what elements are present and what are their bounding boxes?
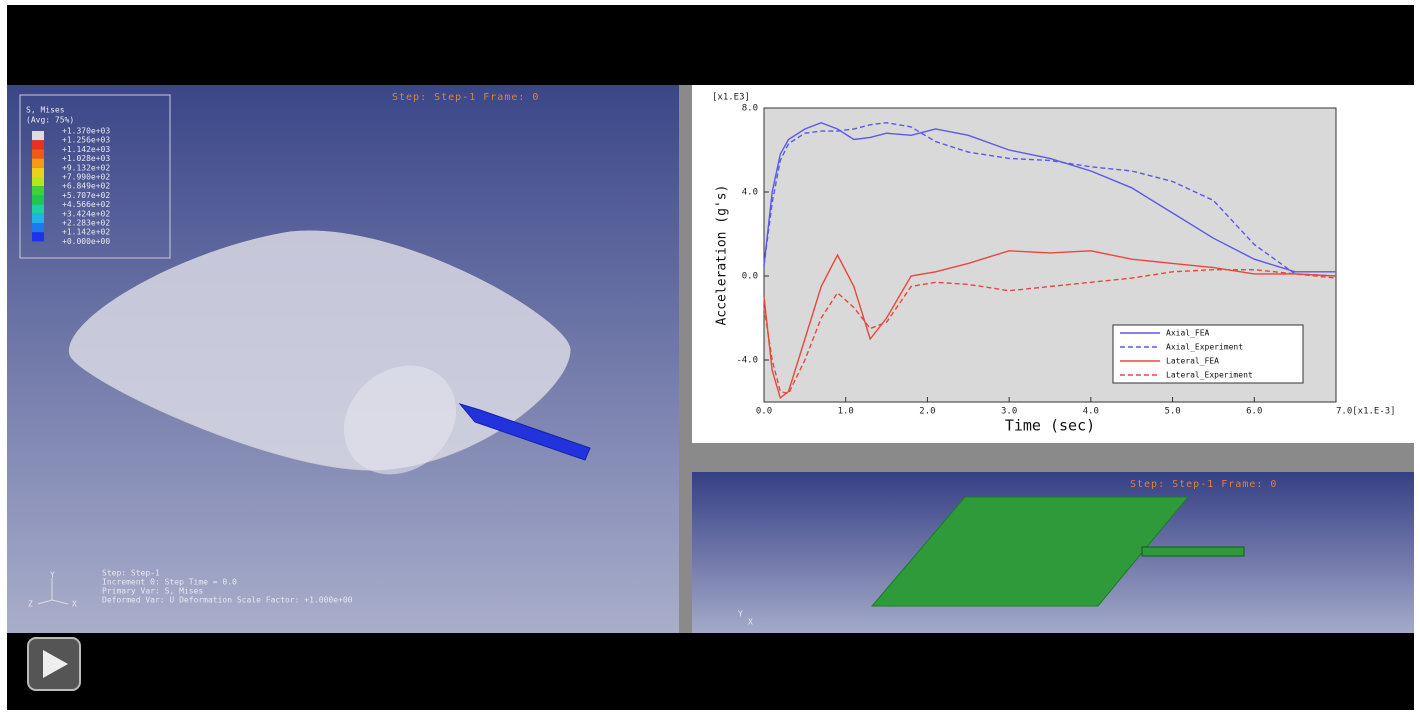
triad-label: Z [28, 600, 33, 609]
step-header: Step: Step-1 Frame: 0 [392, 92, 539, 103]
contour-band [32, 186, 44, 195]
contour-band [32, 131, 44, 140]
x-tick-label: 1.0 [838, 407, 854, 417]
step-header: Step: Step-1 Frame: 0 [1130, 479, 1277, 490]
contour-level: +3.424e+02 [62, 209, 110, 218]
y-axis-label: Acceleration (g's) [715, 185, 730, 326]
x-tick-label: 7.0[x1.E-3] [1336, 407, 1396, 417]
projectile [1142, 547, 1244, 556]
info-line: Deformed Var: U Deformation Scale Factor… [102, 596, 353, 605]
contour-level: +4.566e+02 [62, 200, 110, 209]
contour-band [32, 168, 44, 177]
x-tick-label: 6.0 [1246, 407, 1262, 417]
triad-label: Y [738, 610, 743, 619]
y-tick-label: 8.0 [742, 104, 758, 114]
x-axis-label: Time (sec) [1005, 417, 1095, 435]
contour-level: +1.142e+02 [62, 228, 110, 237]
contour-level: +0.000e+00 [62, 237, 110, 246]
contour-band [32, 159, 44, 168]
contour-level: +2.283e+02 [62, 219, 110, 228]
contour-level: +6.849e+02 [62, 182, 110, 191]
x-tick-label: 3.0 [1001, 407, 1017, 417]
contour-band [32, 232, 44, 241]
contour-level: +5.707e+02 [62, 191, 110, 200]
legend-label: Lateral_FEA [1166, 357, 1219, 366]
contour-band [32, 149, 44, 158]
contour-level: +1.370e+03 [62, 127, 110, 136]
x-tick-label: 4.0 [1083, 407, 1099, 417]
contour-level: +1.142e+03 [62, 145, 110, 154]
triad-label: X [72, 600, 77, 609]
legend-label: Axial_FEA [1166, 329, 1210, 338]
triad-label: Y [50, 571, 55, 580]
x-tick-label: 0.0 [756, 407, 772, 417]
legend-label: Lateral_Experiment [1166, 371, 1253, 380]
info-line: Increment 0: Step Time = 0.0 [102, 578, 237, 587]
legend-subtitle: (Avg: 75%) [26, 116, 74, 125]
contour-band [32, 177, 44, 186]
y-multiplier: [x1.E3] [712, 93, 750, 103]
y-tick-label: 0.0 [742, 272, 758, 282]
contour-band [32, 140, 44, 149]
info-line: Primary Var: S, Mises [102, 587, 203, 596]
legend-label: Axial_Experiment [1166, 343, 1243, 352]
contour-level: +7.990e+02 [62, 173, 110, 182]
contour-level: +1.256e+03 [62, 136, 110, 145]
info-line: Step: Step-1 [102, 569, 160, 578]
x-tick-label: 5.0 [1164, 407, 1180, 417]
contour-band [32, 214, 44, 223]
contour-band [32, 223, 44, 232]
y-tick-label: 4.0 [742, 188, 758, 198]
contour-level: +1.028e+03 [62, 154, 110, 163]
contour-level: +9.132e+02 [62, 163, 110, 172]
video-player: Step: Step-1 Frame: 0 S, Mises (Avg: 75%… [0, 0, 1420, 710]
contour-band [32, 195, 44, 204]
triad-label: X [748, 618, 753, 627]
legend-title: S, Mises [26, 106, 65, 115]
x-tick-label: 2.0 [919, 407, 935, 417]
contour-band [32, 205, 44, 214]
y-tick-label: -4.0 [736, 356, 758, 366]
